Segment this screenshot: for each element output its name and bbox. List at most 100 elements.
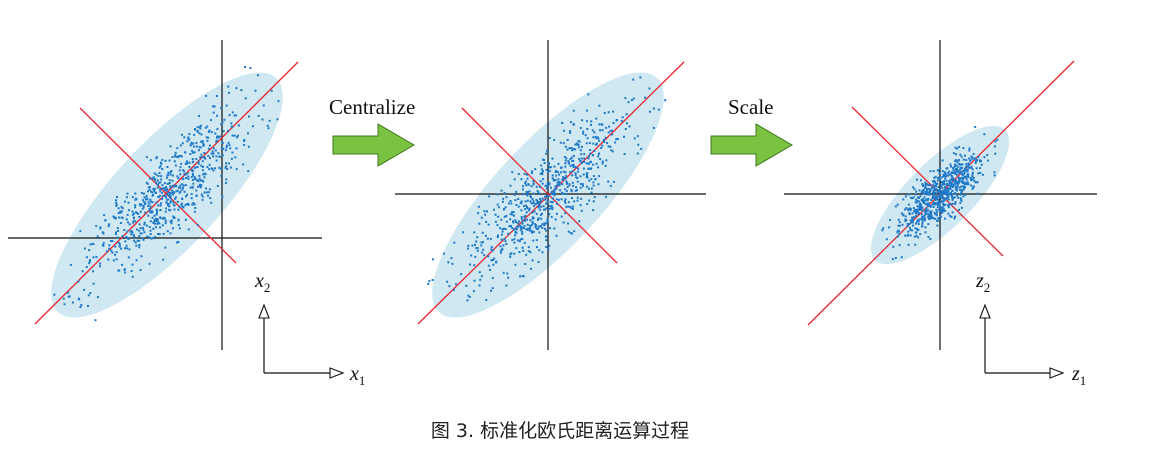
scatter-point: [579, 204, 582, 207]
scatter-point: [209, 197, 212, 200]
scatter-point: [977, 156, 980, 158]
scatter-point: [913, 188, 916, 191]
scatter-point: [169, 209, 172, 212]
scatter-point: [71, 301, 74, 304]
scatter-point: [486, 210, 488, 213]
scatter-point: [578, 140, 581, 143]
scatter-point: [573, 200, 576, 203]
scatter-point: [971, 173, 974, 176]
scatter-point: [169, 185, 172, 187]
scatter-point: [571, 208, 574, 210]
scatter-point: [928, 190, 931, 193]
legend-up-arrow-icon: [979, 303, 991, 319]
scatter-point: [924, 226, 927, 229]
scatter-point: [544, 195, 546, 198]
scatter-point: [539, 185, 541, 188]
scatter-point: [907, 243, 910, 246]
scatter-point: [590, 160, 592, 163]
scatter-point: [566, 139, 569, 141]
scatter-point: [189, 144, 192, 147]
scatter-point: [127, 237, 130, 240]
scatter-point: [915, 178, 918, 181]
scatter-point: [143, 196, 146, 199]
scatter-point: [569, 158, 572, 160]
scatter-point: [186, 140, 189, 143]
scatter-point: [945, 167, 948, 170]
scatter-point: [570, 207, 573, 209]
scatter-point: [161, 217, 164, 220]
scatter-point: [548, 182, 551, 185]
scatter-point: [931, 203, 934, 206]
scatter-point: [571, 197, 573, 199]
scatter-point: [570, 156, 573, 159]
scatter-point: [576, 180, 579, 183]
scatter-point: [127, 256, 130, 259]
scatter-point: [164, 246, 167, 249]
scatter-point: [171, 156, 174, 158]
scatter-point: [924, 231, 927, 234]
scatter-point: [928, 205, 931, 208]
scatter-point: [559, 141, 562, 144]
scatter-point: [934, 217, 937, 220]
scatter-point: [504, 206, 507, 209]
scatter-point: [959, 153, 962, 156]
scatter-point: [229, 147, 232, 150]
scatter-point: [965, 165, 968, 168]
scatter-point: [949, 173, 952, 176]
scatter-point: [930, 210, 933, 213]
scatter-point: [181, 198, 184, 200]
scatter-point: [69, 263, 72, 266]
scatter-point: [172, 216, 175, 219]
scatter-point: [951, 179, 954, 182]
scatter-point: [926, 208, 929, 211]
scatter-point: [545, 194, 548, 197]
scatter-point: [225, 104, 228, 107]
scatter-point: [577, 170, 580, 173]
scatter-point: [959, 166, 962, 169]
scatter-point: [590, 191, 593, 194]
scatter-point: [502, 227, 505, 230]
scatter-point: [174, 155, 177, 158]
scatter-point: [941, 176, 944, 179]
scatter-point: [947, 171, 950, 174]
scatter-point: [550, 204, 553, 207]
scatter-point: [579, 160, 582, 163]
scatter-point: [190, 143, 193, 146]
scatter-point: [177, 241, 180, 243]
scatter-point: [242, 163, 245, 166]
scatter-point: [593, 131, 596, 134]
scatter-point: [551, 208, 554, 211]
scatter-point: [932, 190, 935, 193]
scatter-point: [510, 225, 513, 228]
scatter-point: [969, 177, 972, 180]
scatter-point: [607, 145, 610, 148]
scatter-point: [546, 218, 549, 221]
scatter-point: [215, 155, 218, 158]
scatter-point: [918, 205, 921, 208]
scatter-point: [955, 180, 958, 183]
scatter-point: [580, 209, 583, 212]
scatter-point: [214, 149, 217, 152]
scatter-point: [157, 221, 160, 224]
scatter-point: [976, 158, 979, 161]
scatter-point: [159, 202, 162, 205]
scatter-point: [524, 182, 527, 185]
scatter-point: [921, 217, 924, 220]
scatter-point: [583, 160, 586, 163]
scatter-point: [960, 185, 963, 188]
scatter-point: [955, 182, 958, 185]
scatter-point: [519, 202, 522, 205]
scatter-point: [580, 157, 583, 160]
scatter-point: [940, 190, 943, 193]
scatter-point: [577, 140, 580, 142]
scatter-point: [181, 183, 184, 186]
scatter-point: [557, 162, 560, 165]
scatter-point: [198, 174, 201, 177]
scatter-point: [193, 176, 196, 179]
scatter-point: [580, 161, 583, 164]
scatter-point: [921, 198, 924, 201]
scatter-point: [983, 156, 986, 159]
scatter-point: [500, 189, 503, 192]
scatter-point: [909, 196, 912, 199]
scatter-point: [940, 197, 943, 200]
